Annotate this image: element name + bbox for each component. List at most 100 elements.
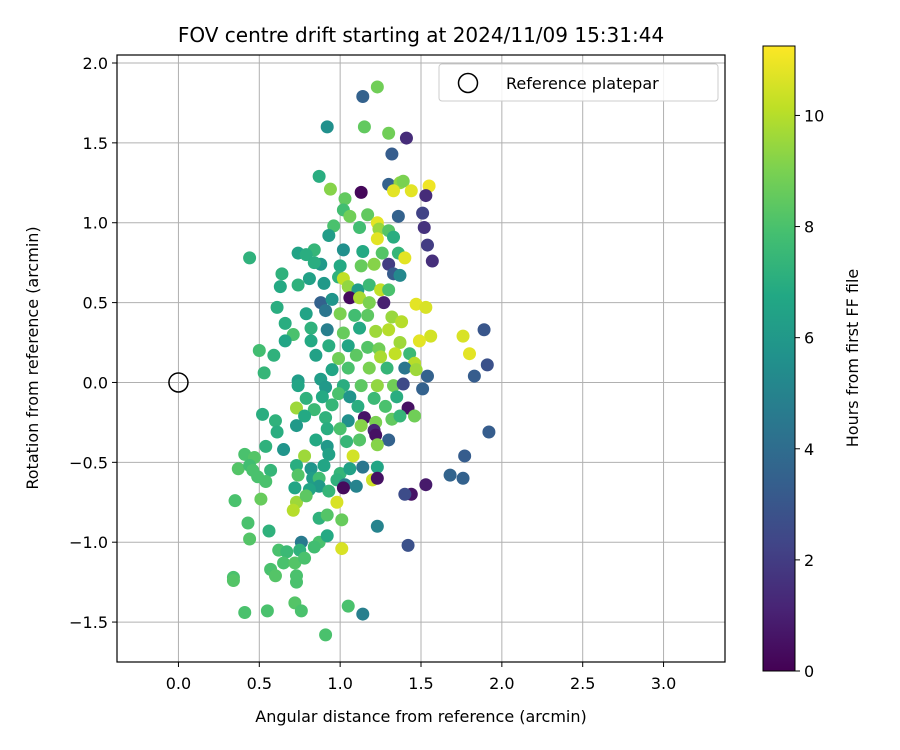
data-point — [333, 422, 347, 436]
data-point — [382, 323, 396, 337]
data-point — [385, 310, 399, 324]
data-point — [322, 229, 336, 243]
data-point — [374, 350, 388, 364]
data-point — [226, 574, 240, 588]
data-point — [322, 339, 336, 353]
data-point — [299, 307, 313, 321]
data-point — [467, 369, 481, 383]
data-point — [361, 340, 375, 354]
data-point — [320, 529, 334, 543]
data-point — [456, 471, 470, 485]
data-point — [289, 459, 303, 473]
data-point — [256, 407, 270, 421]
data-points — [226, 80, 496, 642]
data-point — [393, 268, 407, 282]
data-point — [243, 251, 257, 265]
data-point — [288, 556, 302, 570]
data-point — [280, 545, 294, 559]
colorbar-tick-label: 10 — [804, 106, 824, 125]
y-tick-label: −1.5 — [69, 613, 108, 632]
data-point — [362, 296, 376, 310]
y-tick-label: 1.5 — [83, 134, 108, 153]
y-axis-label: Rotation from reference (arcmin) — [23, 226, 42, 489]
data-point — [387, 230, 401, 244]
data-point — [289, 575, 303, 589]
data-point — [343, 291, 357, 305]
data-point — [298, 409, 312, 423]
data-point — [375, 246, 389, 260]
data-point — [387, 184, 401, 198]
data-point — [323, 182, 337, 196]
data-point — [309, 433, 323, 447]
data-point — [327, 219, 341, 233]
data-point — [409, 363, 423, 377]
data-point — [354, 419, 368, 433]
data-point — [482, 425, 496, 439]
x-tick-label: 0.5 — [247, 674, 272, 693]
data-point — [343, 390, 357, 404]
data-point — [412, 334, 426, 348]
data-point — [382, 257, 396, 271]
data-point — [370, 519, 384, 533]
data-point — [416, 206, 430, 220]
y-tick-label: −1.0 — [69, 533, 108, 552]
data-point — [304, 334, 318, 348]
data-point — [403, 347, 417, 361]
data-point — [259, 474, 273, 488]
data-point — [299, 391, 313, 405]
data-point — [325, 398, 339, 412]
data-point — [398, 361, 412, 375]
data-point — [354, 259, 368, 273]
data-point — [477, 323, 491, 337]
data-point — [396, 174, 410, 188]
data-point — [395, 315, 409, 329]
data-point — [361, 208, 375, 222]
data-point — [343, 209, 357, 223]
data-point — [312, 169, 326, 183]
data-point — [343, 462, 357, 476]
data-point — [257, 366, 271, 380]
data-point — [322, 447, 336, 461]
colorbar-tick-label: 4 — [804, 440, 814, 459]
data-point — [335, 542, 349, 556]
colorbar-tick-label: 6 — [804, 329, 814, 348]
data-point — [317, 459, 331, 473]
data-point — [330, 495, 344, 509]
data-point — [367, 257, 381, 271]
data-point — [351, 399, 365, 413]
data-point — [289, 401, 303, 415]
data-point — [419, 189, 433, 203]
data-point — [294, 604, 308, 618]
data-point — [390, 390, 404, 404]
legend-box — [438, 63, 719, 102]
data-point — [443, 468, 457, 482]
data-point — [307, 403, 321, 417]
data-point — [298, 551, 312, 565]
data-point — [356, 460, 370, 474]
data-point — [317, 276, 331, 290]
data-point — [302, 272, 316, 286]
data-point — [322, 484, 336, 498]
data-point — [231, 462, 245, 476]
data-point — [391, 209, 405, 223]
data-point — [325, 363, 339, 377]
data-point — [399, 131, 413, 145]
data-point — [404, 184, 418, 198]
x-tick-label: 2.0 — [489, 674, 514, 693]
data-point — [401, 538, 415, 552]
data-point — [268, 569, 282, 583]
data-point — [367, 391, 381, 405]
data-point — [380, 361, 394, 375]
data-point — [307, 540, 321, 554]
data-point — [238, 605, 252, 619]
data-point — [353, 221, 367, 235]
data-point — [291, 278, 305, 292]
data-point — [408, 409, 422, 423]
data-point — [356, 90, 370, 104]
data-point — [398, 487, 412, 501]
y-tick-label: 1.0 — [83, 214, 108, 233]
data-point — [320, 120, 334, 134]
data-point — [309, 348, 323, 362]
x-tick-label: 1.5 — [408, 674, 433, 693]
